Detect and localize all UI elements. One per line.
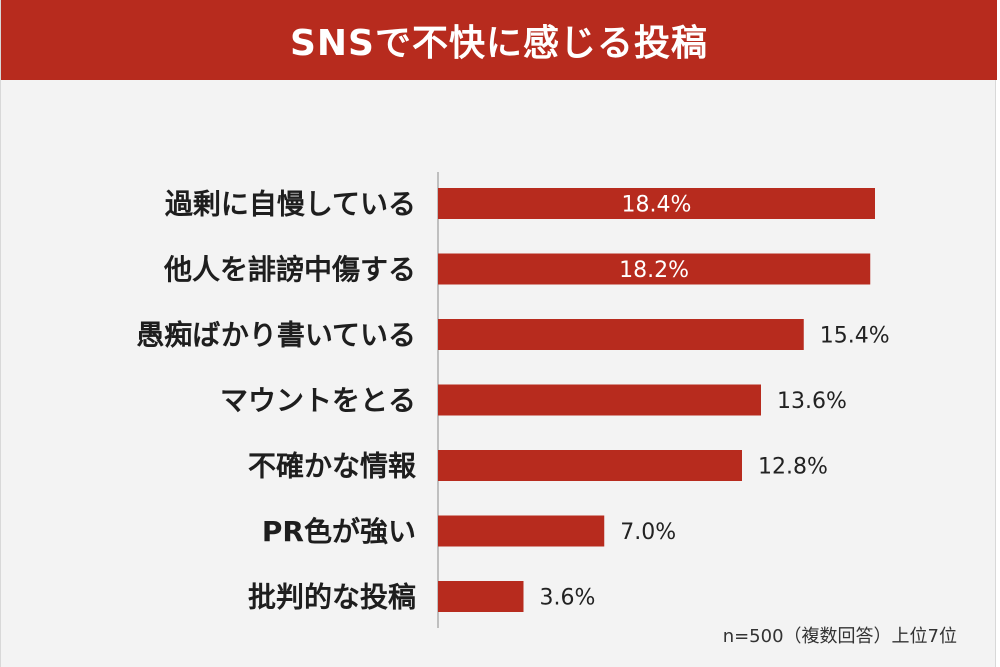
bar (438, 384, 761, 416)
sample-note: n=500（複数回答）上位7位 (722, 626, 957, 647)
category-label: 不確かな情報 (248, 450, 417, 483)
bar (438, 253, 871, 285)
chart-title: SNSで不快に感じる投稿 (290, 23, 708, 64)
bar (438, 581, 524, 612)
value-label: 13.6% (777, 389, 847, 414)
bar (438, 515, 605, 547)
value-label: 18.4% (622, 193, 692, 218)
value-label: 15.4% (820, 324, 890, 349)
category-label: 批判的な投稿 (248, 581, 416, 614)
value-label: 3.6% (540, 586, 596, 611)
value-label: 7.0% (620, 520, 676, 545)
value-label: 12.8% (758, 455, 828, 480)
category-label: 他人を誹謗中傷する (163, 253, 416, 286)
category-label: マウントをとる (220, 384, 416, 417)
category-label: 過剰に自慢している (165, 188, 416, 221)
bar (438, 319, 804, 350)
bars-layer: 過剰に自慢している 18.4% 他人を誹謗中傷する 18.2% 愚痴ばかり書いている 15… (136, 188, 889, 614)
title-bar: SNSで不快に感じる投稿 (1, 0, 997, 80)
value-label: 18.2% (619, 258, 689, 283)
category-label: 愚痴ばかり書いている (136, 319, 416, 352)
category-label: PR色が強い (262, 515, 416, 548)
bar (438, 450, 742, 481)
bar (438, 188, 875, 219)
